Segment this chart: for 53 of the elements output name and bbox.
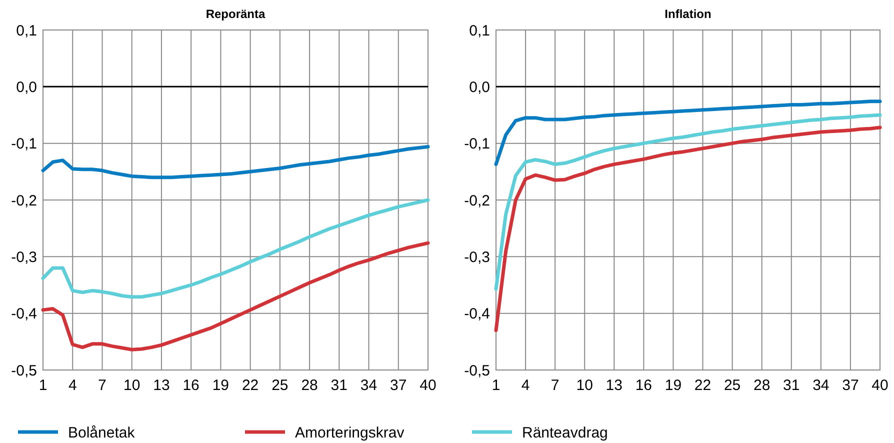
line-series <box>494 126 882 332</box>
x-tick-label: 4 <box>521 377 530 394</box>
x-tick-label: 13 <box>153 377 170 394</box>
y-tick-label: -0,3 <box>464 248 490 266</box>
legend-label: Bolånetak <box>68 424 136 442</box>
y-tick-label: -0,1 <box>464 136 490 153</box>
x-tick-label: 22 <box>242 377 259 394</box>
x-tick-label: 31 <box>330 377 348 394</box>
x-tick-label: 13 <box>606 377 622 394</box>
x-tick-label: 7 <box>550 377 560 394</box>
x-tick-label: 19 <box>212 377 230 394</box>
x-tick-label: 34 <box>360 377 378 394</box>
line-series <box>41 198 430 299</box>
x-tick-label: 1 <box>38 377 48 394</box>
chart-title: Reporänta <box>206 7 266 21</box>
x-tick-label: 28 <box>301 377 318 394</box>
legend-label: Ränteavdrag <box>522 424 608 442</box>
y-tick-label: -0,3 <box>11 248 37 266</box>
y-tick-label: -0,2 <box>464 192 490 210</box>
y-tick-label: 0,1 <box>16 22 37 40</box>
line-series <box>41 241 430 352</box>
y-tick-label: -0,2 <box>11 192 37 210</box>
x-tick-label: 37 <box>842 377 859 394</box>
x-tick-label: 7 <box>98 377 106 394</box>
line-series <box>494 113 882 291</box>
line-series <box>494 100 882 166</box>
chart-title: Inflation <box>664 7 712 21</box>
x-tick-label: 1 <box>492 377 500 394</box>
y-tick-label: 0,0 <box>469 78 490 96</box>
x-tick-label: 40 <box>872 377 888 394</box>
y-tick-label: -0,4 <box>464 306 490 323</box>
x-tick-label: 16 <box>635 377 652 394</box>
x-tick-label: 28 <box>754 377 770 394</box>
y-tick-label: 0,0 <box>16 78 37 96</box>
legend-label: Amorteringskrav <box>295 424 405 442</box>
line-series <box>41 144 430 180</box>
y-tick-label: -0,5 <box>11 362 37 380</box>
x-tick-label: 10 <box>576 377 593 394</box>
y-tick-label: 0,1 <box>469 22 490 40</box>
x-tick-label: 19 <box>664 377 682 394</box>
x-tick-label: 10 <box>124 377 140 394</box>
y-tick-label: -0,1 <box>11 136 37 153</box>
x-tick-label: 25 <box>724 377 741 394</box>
x-tick-label: 22 <box>694 377 712 394</box>
x-tick-label: 40 <box>420 377 436 394</box>
x-tick-label: 31 <box>783 377 800 394</box>
y-tick-label: -0,4 <box>11 306 37 323</box>
x-tick-label: 37 <box>390 377 407 394</box>
x-tick-label: 4 <box>68 377 77 394</box>
x-tick-label: 16 <box>182 377 200 394</box>
y-tick-label: -0,5 <box>464 362 490 380</box>
x-tick-label: 34 <box>812 377 830 394</box>
x-tick-label: 25 <box>272 377 288 394</box>
